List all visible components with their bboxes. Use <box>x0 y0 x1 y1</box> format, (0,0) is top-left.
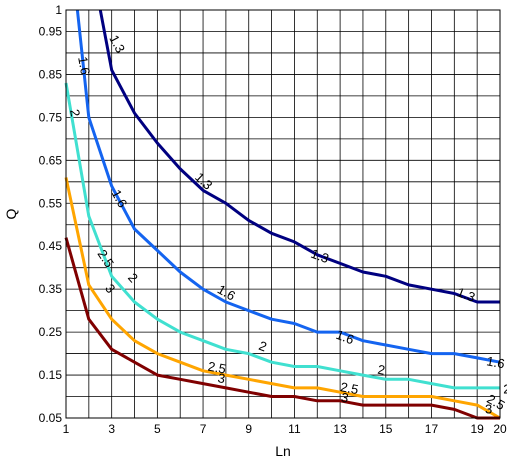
y-tick-label: 1 <box>55 3 62 17</box>
contour-label: 3 <box>485 402 492 417</box>
y-tick-label: 0.65 <box>39 153 63 167</box>
contour-label: 2 <box>503 382 507 397</box>
x-axis-title: Ln <box>275 443 291 459</box>
x-tick-label: 20 <box>493 422 507 436</box>
y-tick-label: 0.95 <box>39 24 63 38</box>
x-tick-label: 3 <box>108 422 115 436</box>
plot-area <box>66 10 500 418</box>
contour-label: 1.6 <box>75 55 93 75</box>
y-tick-label: 0.55 <box>39 196 63 210</box>
y-tick-label: 0.25 <box>39 325 63 339</box>
x-tick-label: 13 <box>333 422 347 436</box>
x-tick-label: 9 <box>245 422 252 436</box>
x-tick-label: 11 <box>288 422 301 436</box>
x-tick-label: 15 <box>379 422 393 436</box>
x-tick-label: 7 <box>200 422 207 436</box>
y-tick-label: 0.15 <box>39 368 63 382</box>
y-tick-label: 0.35 <box>39 282 63 296</box>
x-tick-label: 17 <box>425 422 439 436</box>
y-tick-label: 0.05 <box>39 411 63 425</box>
x-tick-label: 19 <box>470 422 484 436</box>
y-tick-label: 0.85 <box>39 67 63 81</box>
y-tick-label: 0.45 <box>39 239 63 253</box>
x-tick-label: 1 <box>63 422 70 436</box>
x-tick-label: 5 <box>154 422 161 436</box>
y-axis-title: Q <box>3 208 19 219</box>
y-tick-label: 0.75 <box>39 110 63 124</box>
